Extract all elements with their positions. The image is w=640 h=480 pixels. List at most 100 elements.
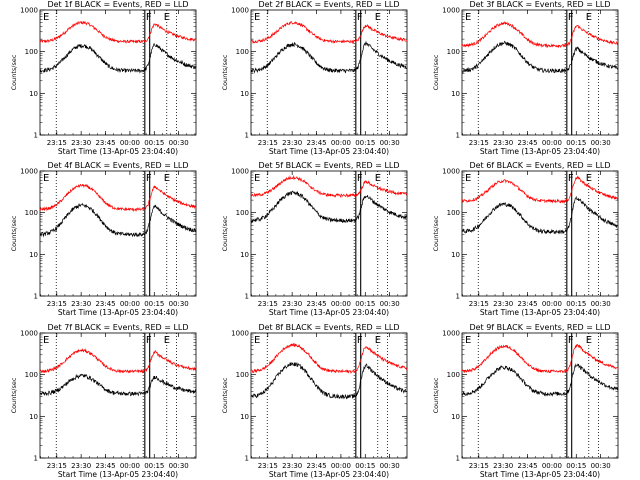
y-tick-label: 10: [240, 413, 249, 421]
panel-title: Det 3f BLACK = Events, RED = LLD: [469, 0, 610, 9]
x-tick-label: 23:45: [95, 139, 115, 147]
y-tick-label: 100: [236, 48, 249, 56]
x-tick-label: 23:45: [517, 300, 537, 308]
y-tick-label: 10: [29, 90, 38, 98]
marker-e: E: [375, 335, 381, 346]
x-tick-label: 23:45: [95, 462, 115, 470]
x-axis-label: Start Time (13-Apr-05 23:04:40): [480, 147, 600, 156]
series-events: [461, 40, 619, 74]
marker-f: F: [568, 335, 574, 346]
x-tick-label: 00:00: [542, 300, 562, 308]
series-lld: [461, 343, 619, 374]
series-events: [250, 190, 408, 224]
y-tick-label: 10: [451, 251, 460, 259]
x-tick-label: 00:00: [331, 139, 351, 147]
x-tick-label: 23:30: [493, 462, 513, 470]
series-lld: [39, 347, 197, 374]
panel-title: Det 4f BLACK = Events, RED = LLD: [47, 161, 188, 170]
x-tick-label: 00:30: [591, 139, 611, 147]
y-tick-label: 10: [240, 251, 249, 259]
x-tick-label: 00:15: [355, 139, 375, 147]
x-tick-label: 23:15: [469, 462, 489, 470]
x-tick-label: 23:45: [306, 139, 326, 147]
marker-e: E: [164, 335, 170, 346]
y-tick-label: 100: [447, 48, 460, 56]
panel-det-7: Det 7f BLACK = Events, RED = LLD 1 10 100 10…: [10, 323, 197, 479]
y-tick-label: 10: [240, 90, 249, 98]
x-tick-label: 00:15: [144, 462, 164, 470]
y-tick-label: 10: [451, 413, 460, 421]
plot-frame: [39, 170, 197, 297]
series-lld: [250, 174, 407, 199]
panel-det-5: Det 5f BLACK = Events, RED = LLD 1 10 100 10…: [221, 161, 408, 317]
x-tick-label: 23:30: [282, 462, 302, 470]
x-tick-label: 23:15: [469, 139, 489, 147]
marker-e: E: [375, 12, 381, 23]
marker-f: F: [146, 173, 152, 184]
y-tick-label: 100: [447, 209, 460, 217]
x-tick-label: 00:15: [355, 300, 375, 308]
x-axis-label: Start Time (13-Apr-05 23:04:40): [58, 147, 178, 156]
x-tick-label: 00:30: [380, 139, 400, 147]
panel-title: Det 7f BLACK = Events, RED = LLD: [47, 323, 188, 332]
series-events: [39, 373, 197, 397]
y-tick-label: 1000: [442, 7, 460, 15]
x-tick-label: 00:15: [566, 462, 586, 470]
x-tick-label: 23:15: [258, 139, 278, 147]
y-tick-label: 1000: [231, 7, 249, 15]
x-tick-label: 00:00: [120, 300, 140, 308]
x-tick-label: 23:45: [306, 300, 326, 308]
series-lld: [39, 20, 197, 44]
plot-frame: [461, 332, 619, 459]
marker-e: E: [43, 12, 49, 23]
y-tick-label: 1: [456, 455, 460, 463]
x-tick-label: 23:45: [517, 462, 537, 470]
x-tick-label: 23:45: [517, 139, 537, 147]
series-events: [251, 361, 408, 400]
x-tick-label: 23:15: [47, 300, 67, 308]
marker-e: E: [586, 12, 592, 23]
y-tick-label: 1: [456, 293, 460, 301]
panel-title: Det 2f BLACK = Events, RED = LLD: [258, 0, 399, 9]
panel-det-4: Det 4f BLACK = Events, RED = LLD 1 10 100 10…: [10, 161, 197, 317]
panel-det-2: Det 2f BLACK = Events, RED = LLD 1 10 100 10…: [221, 0, 408, 156]
x-axis-label: Start Time (13-Apr-05 23:04:40): [269, 470, 389, 479]
x-tick-label: 23:15: [258, 462, 278, 470]
y-tick-label: 100: [447, 371, 460, 379]
y-axis-label: Counts/sec: [10, 215, 18, 251]
x-tick-label: 00:15: [566, 139, 586, 147]
x-axis-label: Start Time (13-Apr-05 23:04:40): [269, 147, 389, 156]
plot-frame: [461, 170, 619, 297]
x-axis-label: Start Time (13-Apr-05 23:04:40): [480, 308, 600, 317]
x-tick-label: 00:30: [380, 300, 400, 308]
y-tick-label: 100: [25, 209, 38, 217]
y-tick-label: 10: [451, 90, 460, 98]
panel-title: Det 5f BLACK = Events, RED = LLD: [258, 161, 399, 170]
panel-det-8: Det 8f BLACK = Events, RED = LLD 1 10 100 10…: [221, 323, 408, 479]
marker-f: F: [357, 12, 363, 23]
y-tick-label: 1000: [20, 7, 38, 15]
x-tick-label: 00:30: [591, 300, 611, 308]
x-tick-label: 00:15: [144, 139, 164, 147]
series-events: [250, 41, 408, 74]
y-axis-label: Counts/sec: [432, 215, 440, 251]
series-lld: [250, 343, 408, 374]
marker-f: F: [357, 173, 363, 184]
plot-frame: [250, 170, 408, 297]
marker-e: E: [465, 173, 471, 184]
panel-title: Det 8f BLACK = Events, RED = LLD: [258, 323, 399, 332]
y-axis-label: Counts/sec: [432, 54, 440, 90]
x-tick-label: 23:15: [47, 139, 67, 147]
y-axis-label: Counts/sec: [221, 215, 229, 251]
y-axis-label: Counts/sec: [10, 377, 18, 413]
marker-f: F: [146, 335, 152, 346]
x-tick-label: 00:00: [331, 300, 351, 308]
panel-det-1: Det 1f BLACK = Events, RED = LLD 1 10 100 10…: [10, 0, 197, 156]
x-axis-label: Start Time (13-Apr-05 23:04:40): [58, 470, 178, 479]
y-tick-label: 1: [456, 132, 460, 140]
series-events: [39, 43, 197, 74]
panel-det-3: Det 3f BLACK = Events, RED = LLD 1 10 100 10…: [432, 0, 619, 156]
y-tick-label: 100: [236, 209, 249, 217]
y-tick-label: 100: [25, 48, 38, 56]
